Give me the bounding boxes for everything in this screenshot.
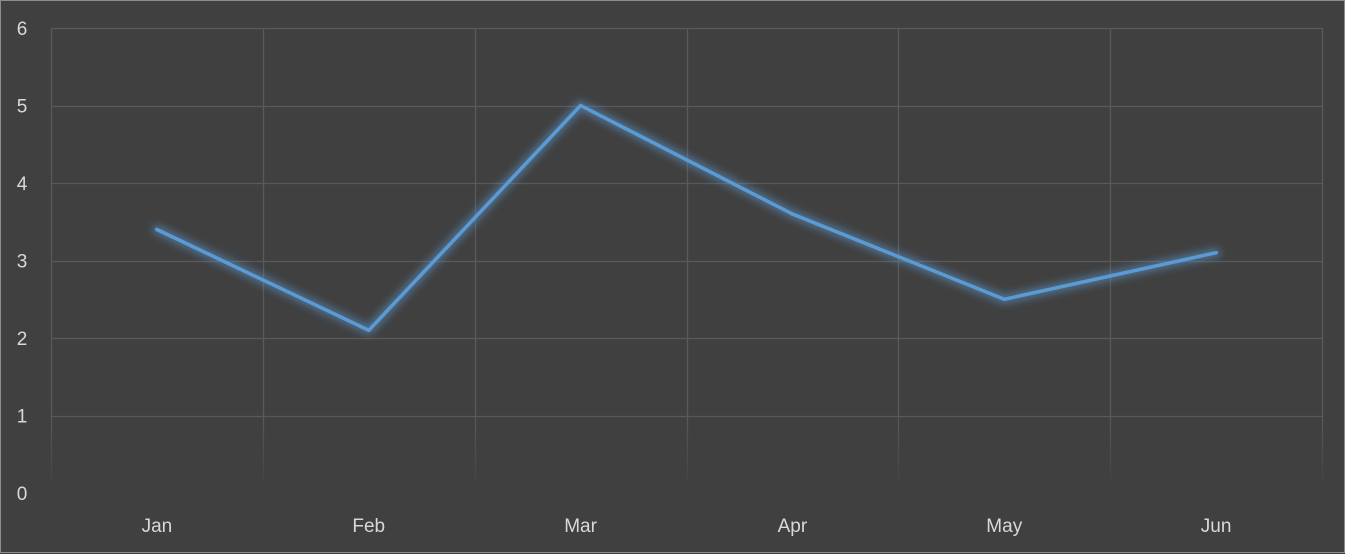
data-point <box>578 103 583 108</box>
plot-bottom-fade <box>49 415 1324 495</box>
data-point <box>155 227 159 232</box>
y-axis-tick-labels: 0 1 2 3 4 5 6 <box>17 19 28 505</box>
y-tick-label: 3 <box>17 252 28 273</box>
y-tick-label: 5 <box>17 97 28 118</box>
series-line-glow <box>152 101 1221 335</box>
y-tick-label: 4 <box>17 174 28 195</box>
x-tick-label: Apr <box>778 516 808 537</box>
data-point <box>790 212 795 216</box>
y-tick-label: 1 <box>17 407 28 428</box>
x-tick-label: May <box>986 516 1022 537</box>
gridlines <box>50 27 1324 483</box>
y-tick-label: 6 <box>17 19 28 40</box>
x-tick-label: Feb <box>352 516 385 537</box>
data-point <box>1214 250 1218 255</box>
x-tick-label: Mar <box>564 516 597 537</box>
data-point <box>1002 297 1007 302</box>
data-point <box>366 328 371 333</box>
x-axis-tick-labels: Jan Feb Mar Apr May Jun <box>142 516 1232 537</box>
y-tick-label: 2 <box>17 329 28 350</box>
x-tick-label: Jun <box>1201 516 1232 537</box>
x-tick-label: Jan <box>142 516 173 537</box>
series-line <box>155 103 1218 333</box>
y-tick-label: 0 <box>17 484 28 505</box>
series-group <box>152 101 1221 335</box>
